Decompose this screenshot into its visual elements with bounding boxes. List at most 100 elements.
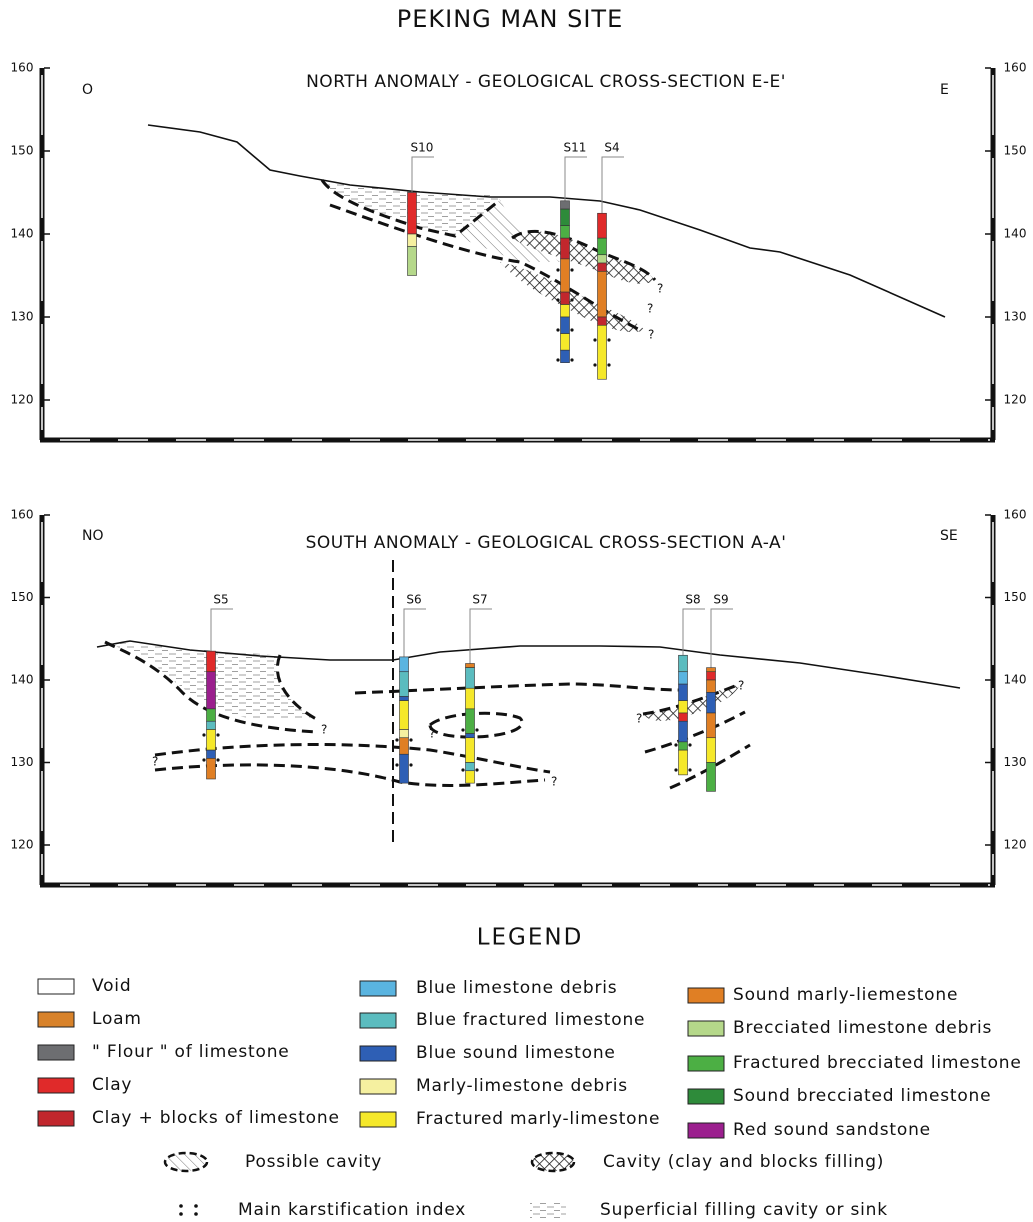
borehole-layer	[597, 271, 607, 318]
legend-label: Sound brecciated limestone	[733, 1086, 991, 1106]
borehole-layer	[206, 720, 216, 730]
legend-swatch	[359, 1012, 397, 1029]
borehole-layer	[465, 762, 475, 772]
legend-label: Superficial filling cavity or sink	[600, 1200, 888, 1220]
legend-label: Blue fractured limestone	[416, 1010, 645, 1030]
y-tick-label: 140	[1004, 673, 1027, 687]
borehole-label: S5	[213, 593, 228, 607]
borehole-layer	[560, 316, 570, 334]
direction-label: SE	[940, 528, 958, 544]
legend-label: Clay + blocks of limestone	[92, 1108, 340, 1128]
direction-label: O	[82, 82, 93, 98]
y-tick-label: 140	[11, 227, 34, 241]
borehole-layer	[706, 712, 716, 739]
panel-frame	[39, 68, 996, 443]
legend-swatch	[37, 1110, 75, 1127]
y-tick-label: 130	[11, 755, 34, 769]
legend-label: Cavity (clay and blocks filling)	[603, 1152, 884, 1172]
legend-swatch	[359, 1078, 397, 1095]
question-mark: ?	[152, 755, 158, 769]
borehole-layer	[597, 212, 607, 239]
borehole-layer	[560, 304, 570, 318]
question-mark: ?	[648, 328, 654, 342]
borehole-layer	[706, 692, 716, 714]
borehole-layer	[706, 679, 716, 693]
borehole-layer	[706, 762, 716, 792]
y-tick-label: 160	[1004, 61, 1027, 75]
section-title: SOUTH ANOMALY - GEOLOGICAL CROSS-SECTION…	[306, 533, 787, 553]
borehole-leader	[411, 156, 434, 193]
borehole-layer	[399, 737, 409, 755]
legend-swatch	[359, 980, 397, 997]
direction-label: NO	[82, 528, 104, 544]
y-tick-label: 140	[1004, 227, 1027, 241]
borehole-layer	[399, 700, 409, 730]
section-geology	[147, 124, 946, 367]
borehole-layer	[206, 708, 216, 722]
legend-swatch	[687, 1020, 725, 1037]
legend-swatch	[687, 987, 725, 1004]
borehole-layer	[597, 237, 607, 256]
borehole-layer	[407, 192, 417, 235]
borehole-layer	[206, 650, 216, 673]
borehole-layer	[678, 741, 688, 751]
legend-swatch	[37, 1044, 75, 1061]
legend-label: Clay	[92, 1075, 132, 1095]
borehole-layer	[560, 258, 570, 293]
borehole-label: S10	[411, 141, 434, 155]
borehole-leader	[682, 608, 705, 656]
borehole-layer	[597, 324, 607, 380]
borehole-layer	[560, 237, 570, 260]
y-tick-label: 150	[11, 590, 34, 604]
borehole-label: S8	[685, 593, 700, 607]
borehole-label: S11	[564, 141, 587, 155]
borehole-layer	[399, 753, 409, 784]
borehole-layer	[560, 333, 570, 351]
legend-label: Blue limestone debris	[416, 978, 617, 998]
y-tick-label: 130	[11, 310, 34, 324]
borehole-layer	[407, 233, 417, 247]
y-tick-label: 140	[11, 673, 34, 687]
question-mark: ?	[657, 282, 663, 296]
borehole-leader	[210, 608, 233, 652]
y-tick-label: 120	[1004, 838, 1027, 852]
borehole-layer	[706, 667, 716, 673]
borehole-layer	[678, 720, 688, 743]
borehole-layer	[407, 246, 417, 276]
legend-title: LEGEND	[477, 925, 584, 951]
legend-icons	[163, 1151, 576, 1218]
legend-label: Sound marly-liemestone	[733, 985, 958, 1005]
y-tick-label: 160	[11, 508, 34, 522]
direction-label: E	[940, 82, 949, 98]
borehole-layer	[560, 200, 570, 210]
y-tick-label: 120	[11, 393, 34, 407]
borehole-leader	[710, 608, 733, 668]
borehole-layer	[399, 729, 409, 739]
legend-label: Fractured brecciated limestone	[733, 1053, 1022, 1073]
legend-label: " Flour " of limestone	[92, 1042, 290, 1062]
panel-frame	[39, 515, 996, 888]
legend-label: Red sound sandstone	[733, 1120, 931, 1140]
borehole-layer	[399, 696, 409, 701]
borehole-layer	[597, 262, 607, 272]
borehole-layer	[465, 770, 475, 784]
legend-swatch	[359, 1045, 397, 1062]
legend-label: Possible cavity	[245, 1152, 382, 1172]
borehole-label: S4	[604, 141, 619, 155]
question-mark: ?	[321, 723, 327, 737]
borehole-layer	[465, 667, 475, 689]
borehole-layer	[597, 316, 607, 326]
legend-swatch	[687, 1122, 725, 1139]
section-title: NORTH ANOMALY - GEOLOGICAL CROSS-SECTION…	[306, 72, 786, 92]
legend-label: Void	[92, 976, 131, 996]
borehole-layer	[206, 729, 216, 751]
question-mark: ?	[738, 679, 744, 693]
borehole-layer	[465, 737, 475, 763]
page-title: PEKING MAN SITE	[397, 5, 623, 33]
borehole-leader	[469, 608, 492, 664]
borehole-layer	[206, 749, 216, 759]
borehole-label: S7	[472, 593, 487, 607]
borehole-layer	[560, 208, 570, 227]
borehole-layer	[678, 683, 688, 701]
